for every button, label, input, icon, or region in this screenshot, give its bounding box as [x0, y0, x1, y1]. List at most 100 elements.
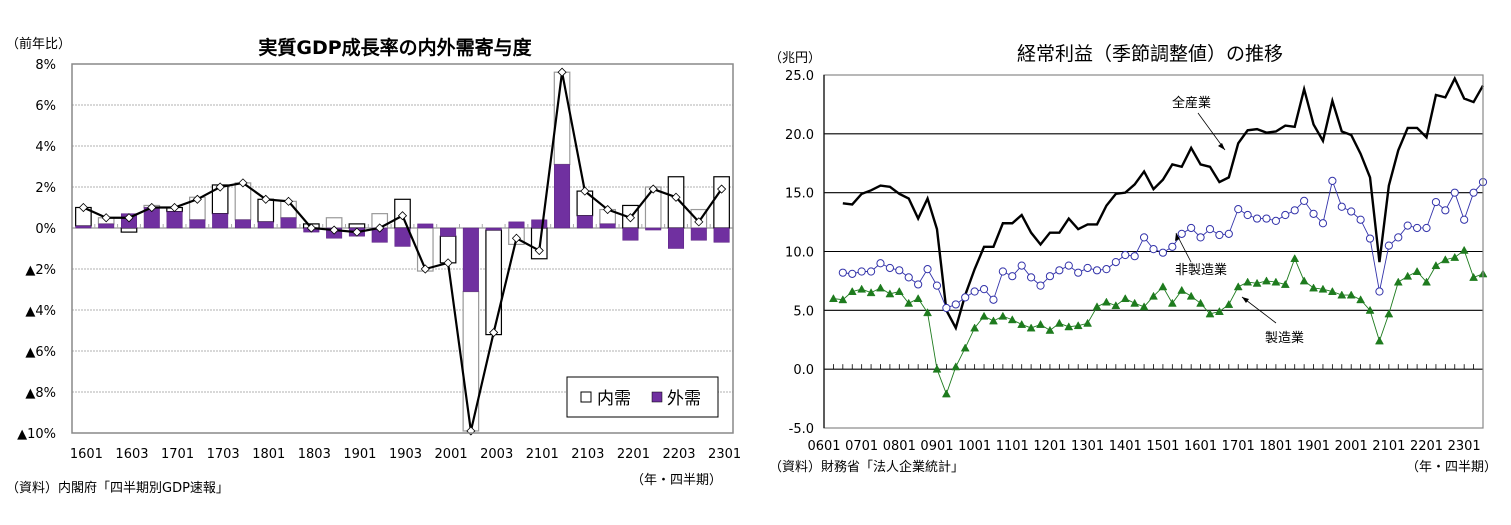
non-manufacturing-marker [1187, 223, 1196, 233]
y-tick-label: ▲10% [17, 427, 56, 442]
non-manufacturing-marker [1384, 241, 1393, 250]
left-y-tick-labels: 8% 6% 4% 2% 0% ▲2% ▲4% ▲6% ▲8% ▲10% [17, 58, 56, 442]
x-tick-label: 1901 [343, 447, 376, 462]
x-tick-label: 1101 [996, 439, 1029, 454]
gdp-point-marker [489, 327, 499, 338]
annotation-arrow-manufacturing [1241, 296, 1277, 324]
x-tick-label: 1301 [1071, 439, 1104, 454]
non-manufacturing-marker [1177, 229, 1186, 238]
gdp-point-marker [717, 184, 727, 194]
y-tick-label: 0.0 [793, 363, 814, 378]
gdp-point-marker [238, 178, 248, 188]
manufacturing-marker [1158, 282, 1168, 291]
y-tick-label: ▲6% [25, 345, 56, 360]
y-tick-label: 5.0 [793, 304, 814, 319]
x-tick-label: 2101 [1372, 439, 1405, 454]
manufacturing-marker [904, 298, 914, 307]
non-manufacturing-marker [1121, 250, 1130, 260]
x-tick-label: 1803 [298, 447, 331, 462]
bar-external [690, 227, 707, 241]
non-manufacturing-marker [970, 287, 979, 296]
gdp-point-marker [557, 67, 567, 77]
manufacturing-marker [913, 294, 923, 303]
manufacturing-marker [885, 289, 895, 298]
manufacturing-marker [1092, 302, 1102, 311]
x-tick-label: 2201 [617, 447, 650, 462]
gdp-point-marker [443, 258, 453, 268]
x-tick-label: 1201 [1033, 439, 1066, 454]
y-tick-label: 20.0 [785, 128, 814, 143]
manufacturing-marker [1167, 298, 1177, 307]
non-manufacturing-marker [1074, 268, 1083, 277]
gdp-point-marker [215, 182, 225, 192]
non-manufacturing-marker [866, 267, 876, 276]
bar-domestic [120, 227, 138, 233]
manufacturing-marker [951, 362, 961, 371]
non-manufacturing-marker [942, 303, 951, 313]
x-tick-label: 0801 [883, 439, 916, 454]
gdp-point-marker [124, 213, 134, 223]
manufacturing-marker [1375, 336, 1384, 345]
non-manufacturing-marker [1092, 266, 1102, 275]
legend-swatch-external [651, 391, 663, 403]
manufacturing-marker [1083, 318, 1093, 327]
x-tick-label: 2201 [1410, 439, 1443, 454]
manufacturing-marker [1431, 261, 1441, 270]
gdp-contribution-chart: 実質GDP成長率の内外需寄与度 （前年比） 8% 6% 4% 2% 0% ▲2% ▲4% ▲6… [6, 36, 741, 496]
left-legend: 内需 外需 [566, 376, 719, 418]
non-manufacturing-marker [1300, 196, 1309, 206]
non-manufacturing-marker [1224, 229, 1233, 238]
series-line-manufacturing [833, 249, 1484, 396]
bar-external [462, 227, 479, 292]
y-tick-label: 8% [35, 58, 56, 73]
gdp-point-marker [511, 233, 522, 243]
right-series [828, 75, 1488, 398]
non-manufacturing-marker [1422, 223, 1431, 233]
manufacturing-marker [1007, 315, 1017, 324]
right-y-tick-labels: 25.0 20.0 15.0 10.0 5.0 0.0 -5.0 [785, 69, 814, 437]
gdp-point-marker [261, 194, 271, 204]
bar-domestic [348, 223, 366, 229]
y-tick-label: 0% [35, 222, 56, 237]
manufacturing-marker [1196, 298, 1205, 307]
manufacturing-marker [941, 389, 951, 398]
x-tick-label: 1603 [115, 447, 148, 462]
x-tick-label: 2103 [571, 447, 604, 462]
manufacturing-marker [1299, 276, 1309, 285]
left-x-unit-label: （年・四半期） [631, 473, 722, 488]
non-manufacturing-marker [876, 259, 885, 268]
bar-external [645, 227, 662, 231]
series-line-all-industries [842, 75, 1485, 332]
non-manufacturing-marker [998, 267, 1007, 276]
x-tick-label: 0701 [845, 439, 878, 454]
bar-external [668, 227, 685, 249]
y-tick-label: 15.0 [785, 187, 814, 202]
manufacturing-marker [828, 294, 838, 303]
non-manufacturing-marker [1045, 272, 1055, 281]
gdp-point-marker [352, 227, 362, 237]
manufacturing-marker [1214, 306, 1224, 315]
manufacturing-marker [1346, 290, 1356, 299]
left-gdp-line [78, 67, 727, 436]
non-manufacturing-marker [895, 266, 904, 275]
bar-external [189, 219, 206, 229]
manufacturing-marker [1450, 252, 1460, 261]
manufacturing-marker [838, 295, 848, 304]
non-manufacturing-marker [1365, 234, 1375, 243]
non-manufacturing-marker [1008, 272, 1017, 281]
bar-external [440, 227, 457, 237]
manufacturing-marker [1309, 283, 1318, 292]
bar-external [576, 215, 593, 229]
x-tick-label: 2203 [662, 447, 695, 462]
non-manufacturing-marker [1205, 225, 1215, 234]
non-manufacturing-marker [1262, 214, 1271, 223]
bar-external [713, 227, 730, 243]
annotation-arrow-all-industries [1197, 112, 1226, 151]
manufacturing-marker [1054, 318, 1064, 327]
left-plot-frame [71, 63, 734, 434]
non-manufacturing-marker [1168, 242, 1177, 251]
manufacturing-marker [1337, 290, 1347, 299]
right-x-unit-label: （年・四半期） [1406, 460, 1497, 475]
bar-external [98, 223, 115, 229]
legend-box [566, 376, 719, 418]
